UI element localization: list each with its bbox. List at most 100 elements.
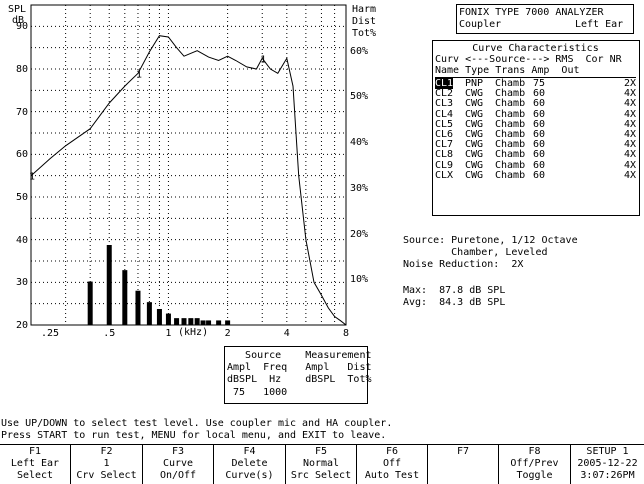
curve-row[interactable]: CL7 CWG Chamb 60 4X — [435, 140, 636, 150]
curve-name-cell: CL9 — [435, 159, 454, 171]
curve-trans-cell: Chamb — [495, 159, 526, 171]
curve-header-2: Name Type Trans Amp Out — [435, 65, 580, 76]
max-value: Max: 87.8 dB SPL — [403, 285, 506, 296]
curve-name-cell: CL3 — [435, 98, 454, 110]
curve-nr-cell: 2X — [623, 78, 636, 89]
curve-row[interactable]: CL4 CWG Chamb 60 4X — [435, 108, 636, 120]
curve-nr-cell: 4X — [623, 139, 636, 151]
x-tick-label: .5 — [103, 328, 116, 339]
source-box-values: 75 1000 — [227, 387, 288, 398]
source-box-line2: Ampl Freq Ampl Dist — [227, 362, 372, 373]
y-right-tick-label: 10% — [350, 274, 369, 286]
curve-type-cell: CWG — [465, 159, 484, 171]
curve-name-cell: CL6 — [435, 129, 454, 141]
y-right-tick-label: 30% — [350, 182, 369, 194]
curve-row[interactable]: CLX CWG Chamb 60 4X — [435, 169, 636, 181]
distortion-bar — [181, 318, 187, 325]
curve-type-cell: CWG — [465, 129, 484, 141]
curve-row[interactable]: CL2 CWG Chamb 60 4X — [435, 89, 636, 99]
y-left-tick-label: 20 — [15, 320, 28, 331]
curve-amp-cell: 60 — [533, 118, 546, 130]
status-line-2: Press START to run test, MENU for local … — [1, 430, 387, 441]
x-tick-label: .25 — [41, 328, 60, 339]
source-box-line1: Source Measurement — [227, 350, 372, 361]
distortion-bar — [225, 320, 231, 325]
distortion-bar — [165, 313, 171, 325]
distortion-bar — [206, 320, 212, 325]
curve-row[interactable]: CL5 CWG Chamb 60 4X — [435, 118, 636, 130]
curve-type-cell: CWG — [465, 139, 484, 151]
noise-reduction: Noise Reduction: 2X — [403, 259, 524, 270]
distortion-bar — [122, 270, 128, 325]
curve-nr-cell: 4X — [623, 118, 636, 130]
y-left-unit: dB — [12, 15, 25, 26]
source-measurement-box: Source Measurement Ampl Freq Ampl Dist d… — [224, 346, 372, 404]
coupler-label: Coupler — [459, 19, 502, 30]
curve-name-cell: CL2 — [435, 88, 454, 100]
f2-key[interactable]: F2 1 Crv Select — [71, 445, 143, 484]
curve-trans-cell: Chamb — [495, 139, 526, 151]
curve-row[interactable]: CL8 CWG Chamb 60 4X — [435, 150, 636, 160]
curve-header-1: Curv <---Source---> RMS Cor NR — [435, 54, 622, 65]
avg-value: Avg: 84.3 dB SPL — [403, 297, 506, 308]
curve-row[interactable]: CL9 CWG Chamb 60 4X — [435, 159, 636, 171]
f1-key[interactable]: F1 Left Ear Select — [0, 445, 71, 484]
curve-nr-cell: 4X — [623, 108, 636, 120]
y-left-tick-label: 60 — [15, 149, 28, 161]
curve-characteristics-box — [432, 40, 640, 216]
x-tick-label: 4 — [283, 328, 290, 339]
f6-key[interactable]: F6 Off Auto Test — [357, 445, 428, 484]
curve-name-cell: CL5 — [435, 118, 454, 130]
y-left-tick-label: 30 — [15, 277, 28, 289]
curve-nr-cell: 4X — [623, 169, 636, 181]
curve-marker-label: 1 — [260, 54, 266, 65]
f8-key[interactable]: F8 Off/Prev Toggle — [499, 445, 571, 484]
source-info-line2: Chamber, Leveled — [403, 247, 548, 258]
plot-frame — [30, 4, 347, 326]
curve-amp-cell: 60 — [533, 98, 546, 110]
curve-marker-label: 1 — [136, 69, 142, 80]
curve-name-cell: CL7 — [435, 139, 454, 151]
curve-trans-cell: Chamb — [495, 118, 526, 130]
x-tick-label: 2 — [224, 328, 231, 339]
curve-amp-cell: 60 — [533, 149, 546, 161]
y-right-tick-label: 60% — [350, 45, 369, 57]
distortion-bar — [156, 309, 162, 325]
f4-key[interactable]: F4 Delete Curve(s) — [214, 445, 286, 484]
curve-type-cell: PNP — [465, 78, 484, 89]
y-left-tick-label: 40 — [15, 234, 28, 246]
analyzer-title: FONIX TYPE 7000 ANALYZER — [459, 7, 604, 18]
curve-name-cell: CL8 — [435, 149, 454, 161]
curve-row[interactable]: CL3 CWG Chamb 60 4X — [435, 99, 636, 109]
y-left-tick-label: 70 — [15, 106, 28, 118]
y-left-tick-label: 90 — [15, 21, 28, 33]
y-right-tick-label: 40% — [350, 137, 369, 149]
curve-row[interactable]: CL6 CWG Chamb 60 4X — [435, 129, 636, 141]
curve-name-cell: CL4 — [435, 108, 454, 120]
curve-trans-cell: Chamb — [495, 129, 526, 141]
curve-name-cell: CL1 — [435, 78, 454, 89]
source-box-line3: dBSPL Hz dBSPL Tot% — [227, 374, 372, 385]
curve-nr-cell: 4X — [623, 129, 636, 141]
y-right-title-dist: Dist — [352, 16, 377, 27]
curve-type-cell: CWG — [465, 108, 484, 120]
curve-trans-cell: Chamb — [495, 88, 526, 100]
curve-trans-cell: Chamb — [495, 149, 526, 161]
y-left-tick-label: 80 — [15, 64, 28, 75]
f7-key[interactable]: F7 — [428, 445, 499, 484]
distortion-bar — [87, 281, 93, 325]
distortion-bar — [188, 318, 194, 325]
ear-label: Left Ear — [575, 19, 624, 30]
y-right-tick-label: 20% — [350, 228, 369, 240]
analyzer-info-box: FONIX TYPE 7000 ANALYZER Coupler Left Ea… — [456, 4, 634, 34]
curve-row[interactable]: CL1 PNP Chamb 75 2X — [435, 78, 636, 89]
curve-amp-cell: 60 — [533, 108, 546, 120]
y-right-tick-label: 50% — [350, 91, 369, 103]
distortion-bar — [135, 290, 141, 325]
curve-nr-cell: 4X — [623, 159, 636, 171]
curve-amp-cell: 60 — [533, 169, 546, 181]
f3-key[interactable]: F3 Curve On/Off — [143, 445, 214, 484]
f5-key[interactable]: F5 Normal Src Select — [286, 445, 357, 484]
y-left-tick-label: 50 — [15, 192, 28, 203]
curve-rows: CL1 PNP Chamb 75 2X CL2 CWG Chamb 60 4X CL3 CWG Cham… — [435, 78, 636, 181]
